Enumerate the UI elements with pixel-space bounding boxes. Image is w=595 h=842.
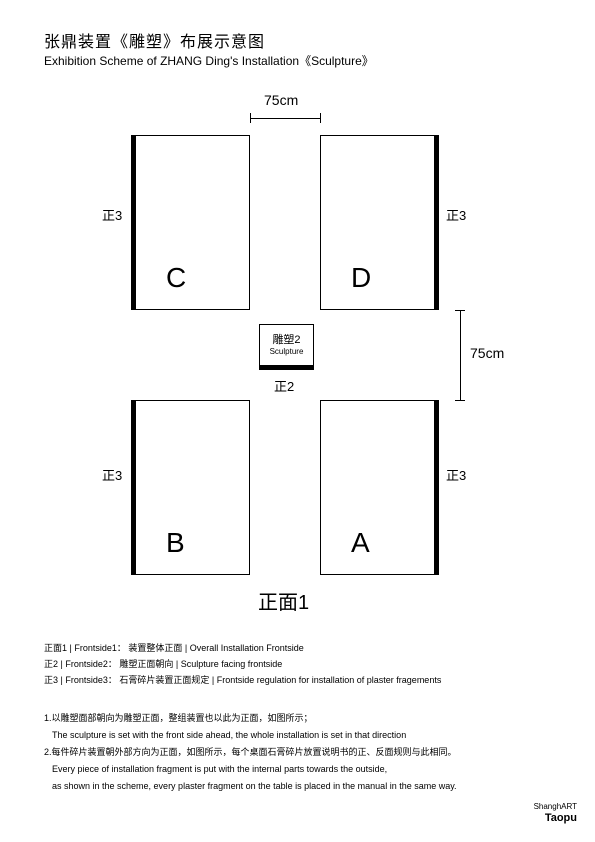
table-b-bar (131, 400, 136, 575)
table-c: C (135, 135, 250, 310)
title-chinese: 张鼎装置《雕塑》布展示意图 (44, 28, 265, 52)
measure-top-tick-right (320, 113, 321, 123)
table-d: D (320, 135, 435, 310)
center-label-en: Sculpture (260, 347, 313, 356)
exhibition-diagram: 75cm C 正3 D 正3 雕塑2 Sculpture 正2 75cm (0, 90, 595, 620)
notes-block: 1.以雕塑面部朝向为雕塑正面，整组装置也以此为正面，如图所示； The scul… (44, 710, 457, 795)
measure-right-tick-top (455, 310, 465, 311)
table-a-bar (434, 400, 439, 575)
measure-right-tick-bot (455, 400, 465, 401)
table-a: A (320, 400, 435, 575)
table-d-letter: D (351, 262, 371, 294)
logo-line-1: ShanghART (534, 803, 577, 812)
label-z3-b: 正3 (102, 465, 122, 484)
legend-line-3: 正3 | Frontside3： 石膏碎片装置正面规定 | Frontside … (44, 672, 441, 688)
measure-top-label: 75cm (264, 92, 298, 108)
measure-right-label: 75cm (470, 345, 504, 361)
logo-line-2: Taopu (534, 812, 577, 824)
note-2-en-2: as shown in the scheme, every plaster fr… (44, 778, 457, 795)
table-d-bar (434, 135, 439, 310)
legend-block: 正面1 | Frontside1： 装置整体正面 | Overall Insta… (44, 640, 441, 689)
measure-top-tick-left (250, 113, 251, 123)
measure-right-line (460, 310, 461, 400)
legend-line-2: 正2 | Frontside2： 雕塑正面朝向 | Sculpture faci… (44, 656, 441, 672)
label-z3-c: 正3 (102, 205, 122, 224)
center-bar-bottom (259, 365, 314, 370)
logo-block: ShanghART Taopu (534, 803, 577, 824)
table-c-letter: C (166, 262, 186, 294)
center-sculpture-box: 雕塑2 Sculpture (259, 324, 314, 366)
label-z3-d: 正3 (446, 205, 466, 224)
title-english: Exhibition Scheme of ZHANG Ding's Instal… (44, 52, 374, 69)
label-z2: 正2 (274, 376, 294, 395)
table-a-letter: A (351, 527, 370, 559)
center-label-cn: 雕塑2 (260, 331, 313, 347)
note-2-en-1: Every piece of installation fragment is … (44, 761, 457, 778)
table-b: B (135, 400, 250, 575)
table-b-letter: B (166, 527, 185, 559)
measure-top-line (250, 118, 320, 119)
label-front1: 正面1 (258, 586, 309, 615)
note-2-cn: 2.每件碎片装置朝外部方向为正面，如图所示，每个桌面石膏碎片放置说明书的正、反面… (44, 744, 457, 761)
label-z3-a: 正3 (446, 465, 466, 484)
note-1-en: The sculpture is set with the front side… (44, 727, 457, 744)
note-1-cn: 1.以雕塑面部朝向为雕塑正面，整组装置也以此为正面，如图所示； (44, 710, 457, 727)
table-c-bar (131, 135, 136, 310)
legend-line-1: 正面1 | Frontside1： 装置整体正面 | Overall Insta… (44, 640, 441, 656)
